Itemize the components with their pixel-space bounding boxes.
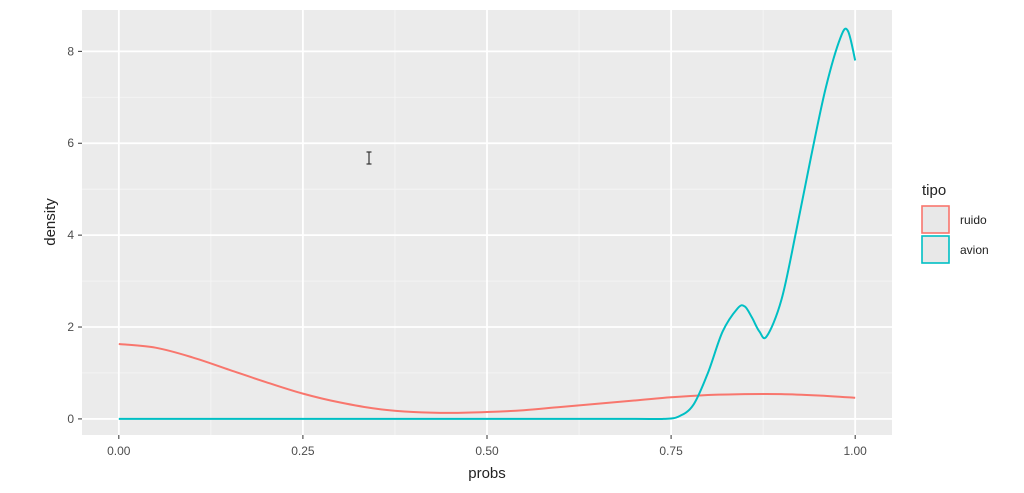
legend-label-avion: avion — [960, 243, 989, 257]
y-tick-label: 8 — [67, 44, 74, 58]
legend: tipo ruido avion — [921, 182, 989, 264]
legend-item-ruido: ruido — [921, 205, 987, 234]
x-tick-label: 0.75 — [659, 444, 683, 458]
legend-item-avion: avion — [921, 235, 989, 264]
series-line-avion — [118, 27, 857, 421]
legend-keys: ruido avion — [921, 205, 989, 264]
series-line-ruido — [118, 343, 856, 414]
x-tick-label: 1.00 — [844, 444, 868, 458]
x-tick-label: 0.50 — [475, 444, 499, 458]
y-tick-label: 4 — [67, 228, 74, 242]
text-cursor-icon — [366, 151, 372, 165]
legend-label-ruido: ruido — [960, 213, 987, 227]
y-axis-title: density — [42, 198, 59, 246]
series-layer — [118, 27, 857, 421]
y-axis-ticks: 0 2 4 6 8 — [67, 44, 82, 426]
legend-key-ruido — [921, 205, 950, 234]
y-tick-label: 0 — [67, 412, 74, 426]
y-tick-label: 6 — [67, 136, 74, 150]
y-tick-label: 2 — [67, 320, 74, 334]
x-tick-label: 0.25 — [291, 444, 315, 458]
legend-title: tipo — [922, 182, 946, 199]
x-axis-ticks: 0.00 0.25 0.50 0.75 1.00 — [107, 435, 867, 458]
legend-key-avion — [921, 235, 950, 264]
x-axis-title: probs — [468, 465, 506, 482]
x-tick-label: 0.00 — [107, 444, 131, 458]
